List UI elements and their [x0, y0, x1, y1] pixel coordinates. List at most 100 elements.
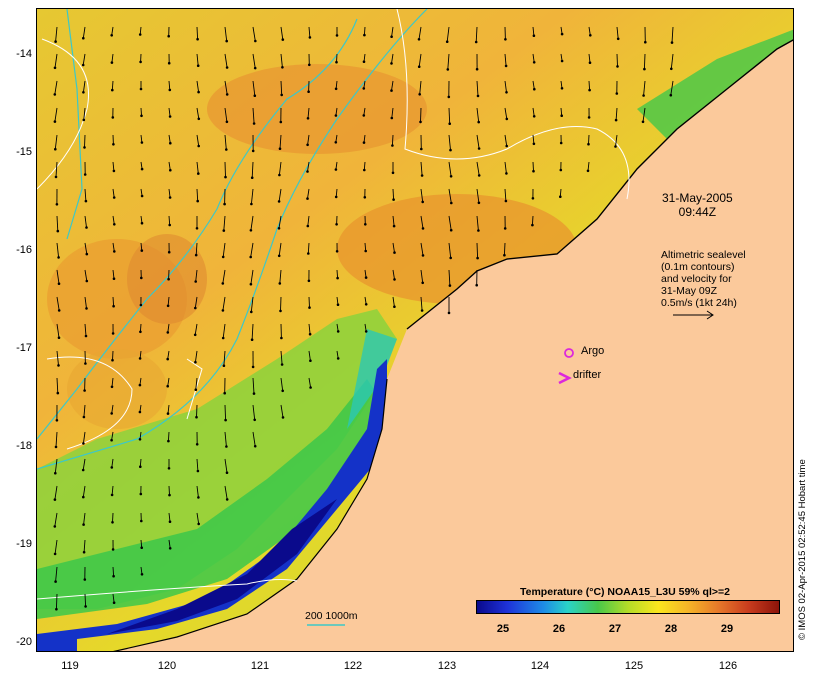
velocity-vector: [250, 296, 254, 312]
velocity-vector-head: [390, 116, 394, 120]
lon-label: 121: [250, 660, 270, 672]
velocity-vector-head: [196, 199, 199, 203]
velocity-vector: [476, 134, 480, 149]
temperature-colorbar: [476, 600, 780, 614]
velocity-vector: [54, 539, 58, 554]
sealevel-contour: [37, 579, 298, 600]
velocity-vector-head: [140, 519, 143, 523]
velocity-vector-head: [55, 419, 59, 422]
velocity-vector-head: [643, 67, 646, 71]
velocity-vector-head: [532, 169, 535, 173]
velocity-vector: [168, 539, 171, 549]
velocity-vector-head: [85, 252, 89, 256]
velocity-vector-head: [168, 223, 171, 227]
velocity-vector-head: [308, 63, 311, 67]
velocity-vector-head: [169, 168, 172, 172]
velocity-vector-head: [504, 199, 508, 203]
velocity-vector: [391, 134, 394, 146]
velocity-vector: [475, 26, 478, 43]
velocity-vector-head: [364, 303, 368, 306]
velocity-vector-head: [85, 279, 89, 283]
velocity-vector: [196, 26, 199, 40]
velocity-vector-head: [110, 412, 113, 415]
velocity-vector-head: [167, 61, 171, 65]
velocity-vector-head: [82, 91, 85, 94]
velocity-vector: [168, 107, 171, 117]
drifter-marker[interactable]: [558, 371, 572, 385]
velocity-vector: [224, 161, 226, 178]
lat-label: -19: [16, 538, 32, 550]
sst-map[interactable]: [36, 8, 794, 652]
velocity-vector: [55, 431, 58, 447]
velocity-vector: [588, 53, 591, 63]
velocity-vector: [252, 53, 256, 69]
velocity-vector-head: [669, 93, 673, 97]
velocity-vector-head: [307, 279, 311, 283]
velocity-vector-head: [225, 39, 228, 43]
velocity-vector-head: [249, 255, 252, 259]
velocity-vector: [55, 26, 58, 42]
velocity-vector-head: [531, 223, 534, 227]
velocity-vector-head: [505, 172, 508, 175]
velocity-vector-head: [195, 443, 199, 446]
velocity-vector: [252, 431, 256, 447]
velocity-vector-head: [167, 439, 170, 443]
velocity-vector-head: [224, 175, 227, 179]
velocity-vector: [222, 242, 226, 257]
velocity-vector: [195, 242, 198, 256]
velocity-vector: [56, 323, 60, 338]
velocity-vector: [251, 323, 254, 340]
velocity-vector-head: [390, 89, 393, 92]
velocity-vector: [642, 107, 646, 122]
velocity-vector-head: [138, 438, 142, 441]
velocity-vector: [420, 269, 424, 283]
velocity-vector: [420, 107, 422, 122]
velocity-vector: [83, 404, 86, 418]
velocity-vector-head: [447, 311, 451, 315]
velocity-vector-head: [362, 141, 366, 144]
argo-marker[interactable]: [564, 348, 574, 358]
velocity-vector: [112, 161, 115, 171]
velocity-vector-head: [225, 120, 229, 124]
velocity-vector-head: [420, 309, 424, 312]
velocity-vector: [112, 296, 115, 307]
velocity-vector: [671, 26, 674, 43]
depth-contour-200m: [37, 9, 428, 470]
velocity-vector-head: [113, 223, 116, 226]
lon-label: 120: [157, 660, 177, 672]
velocity-vector-head: [334, 168, 338, 171]
altimetry-line: (0.1m contours): [661, 261, 735, 273]
velocity-vector: [112, 566, 115, 577]
velocity-vector-head: [112, 277, 116, 281]
velocity-vector-head: [392, 224, 396, 228]
velocity-vector: [84, 188, 87, 202]
velocity-vector: [615, 134, 618, 147]
sealevel-contour: [37, 38, 89, 190]
velocity-vector-head: [533, 87, 536, 91]
velocity-vector-head: [194, 280, 197, 283]
velocity-vector: [112, 350, 114, 361]
velocity-vector: [391, 53, 394, 64]
velocity-vector-head: [448, 284, 452, 287]
velocity-vector-head: [252, 122, 256, 125]
velocity-vector-head: [168, 115, 172, 118]
velocity-vector-head: [334, 195, 338, 199]
velocity-vector-head: [277, 200, 281, 203]
sealevel-contour: [186, 358, 203, 420]
velocity-vector-head: [223, 202, 226, 206]
velocity-vector-head: [83, 578, 87, 581]
velocity-vector-head: [306, 170, 309, 173]
velocity-vector-head: [560, 32, 564, 36]
velocity-vector-head: [450, 201, 453, 205]
velocity-vector-head: [194, 253, 198, 257]
velocity-vector-head: [166, 412, 170, 415]
velocity-vector: [447, 53, 450, 70]
velocity-vector: [392, 242, 395, 253]
velocity-vector-head: [306, 224, 310, 228]
velocity-vector: [55, 566, 58, 582]
velocity-scale-arrow: [673, 310, 714, 320]
velocity-vector-head: [225, 93, 229, 96]
colorbar-tick: 28: [664, 623, 678, 635]
velocity-vector: [111, 431, 114, 441]
velocity-vector-head: [532, 61, 536, 64]
